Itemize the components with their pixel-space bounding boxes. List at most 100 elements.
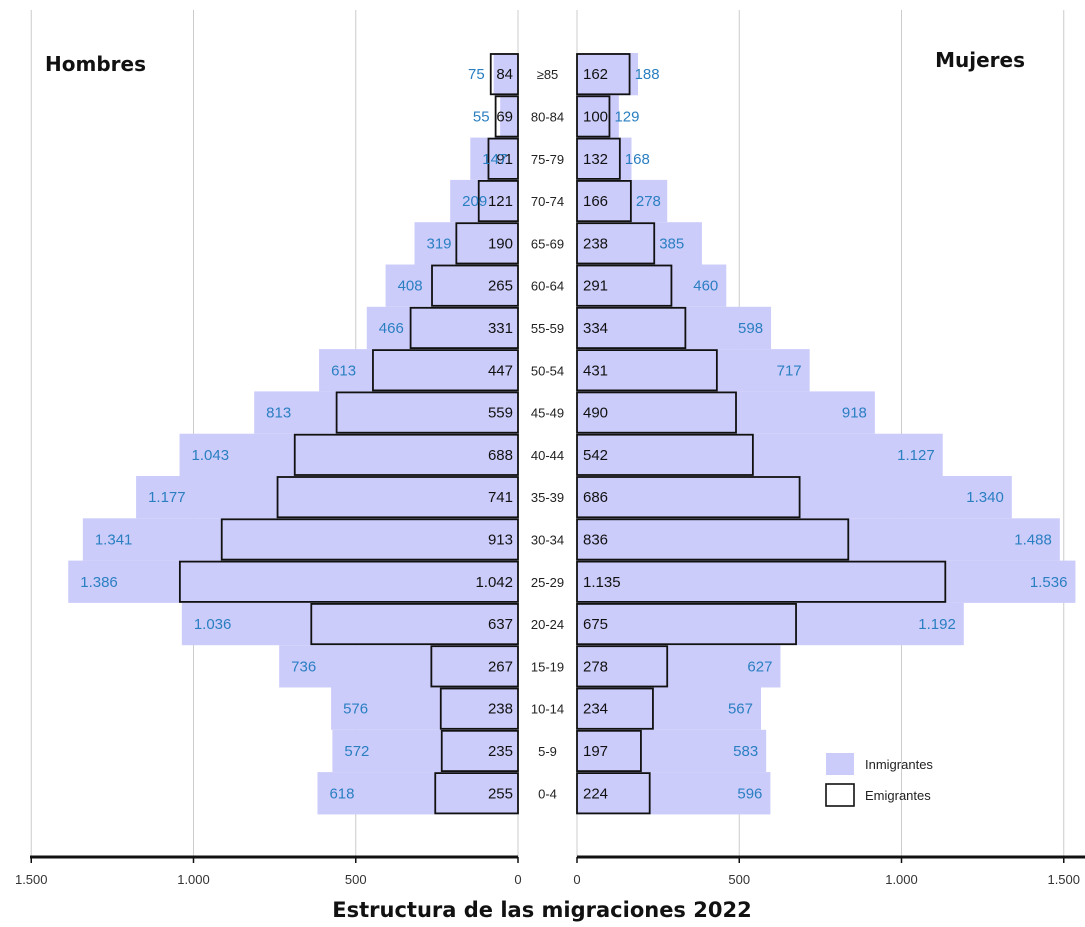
bar-mujeres-emigrantes bbox=[576, 137, 621, 180]
bar-hombres-emigrantes bbox=[434, 772, 519, 815]
label-mujeres-emigrantes: 686 bbox=[583, 489, 608, 506]
label-hombres-emigrantes: 741 bbox=[488, 489, 513, 506]
age-group-label: 10-14 bbox=[531, 702, 564, 717]
bar-hombres-inmigrantes bbox=[317, 772, 518, 815]
bar-mujeres-emigrantes bbox=[576, 476, 801, 519]
legend-swatch-emigrantes bbox=[825, 783, 855, 807]
age-group-label: 60-64 bbox=[531, 279, 564, 294]
bar-hombres-emigrantes bbox=[439, 687, 519, 730]
label-hombres-emigrantes: 69 bbox=[496, 108, 513, 125]
label-hombres-emigrantes: 265 bbox=[488, 278, 513, 295]
label-hombres-emigrantes: 447 bbox=[488, 362, 513, 379]
label-mujeres-inmigrantes: 188 bbox=[635, 66, 660, 83]
left-panel-label: Hombres bbox=[45, 52, 146, 76]
bar-mujeres-inmigrantes bbox=[577, 518, 1060, 561]
bar-hombres-emigrantes bbox=[489, 53, 519, 96]
label-mujeres-inmigrantes: 460 bbox=[693, 278, 718, 295]
age-group-label: 70-74 bbox=[531, 194, 564, 209]
label-hombres-emigrantes: 190 bbox=[488, 235, 513, 252]
label-hombres-inmigrantes: 1.341 bbox=[95, 531, 133, 548]
bar-hombres-emigrantes bbox=[494, 95, 519, 138]
label-hombres-emigrantes: 235 bbox=[488, 743, 513, 760]
bar-mujeres-inmigrantes bbox=[577, 476, 1012, 519]
bar-mujeres-inmigrantes bbox=[577, 264, 727, 307]
right-axis-tick-label: 1.500 bbox=[1047, 872, 1080, 887]
left-axis-tick-label: 1.000 bbox=[177, 872, 210, 887]
label-hombres-emigrantes: 688 bbox=[488, 447, 513, 464]
label-hombres-emigrantes: 84 bbox=[496, 66, 513, 83]
age-group-label: 20-24 bbox=[531, 617, 564, 632]
bar-hombres-inmigrantes bbox=[385, 264, 518, 307]
bar-mujeres-emigrantes bbox=[576, 772, 651, 815]
age-group-label: 35-39 bbox=[531, 490, 564, 505]
label-mujeres-emigrantes: 278 bbox=[583, 658, 608, 675]
label-mujeres-emigrantes: 836 bbox=[583, 531, 608, 548]
bar-hombres-inmigrantes bbox=[500, 95, 518, 138]
label-hombres-inmigrantes: 1.043 bbox=[192, 447, 230, 464]
label-mujeres-inmigrantes: 168 bbox=[625, 151, 650, 168]
right-axis-tick-label: 1.000 bbox=[885, 872, 918, 887]
bar-mujeres-inmigrantes bbox=[577, 222, 702, 265]
legend: Inmigrantes Emigrantes bbox=[825, 753, 933, 807]
label-mujeres-inmigrantes: 717 bbox=[777, 362, 802, 379]
left-axis-tick-label: 1.500 bbox=[15, 872, 48, 887]
label-hombres-inmigrantes: 319 bbox=[426, 235, 451, 252]
label-mujeres-inmigrantes: 627 bbox=[747, 658, 772, 675]
inmigrantes-bars bbox=[68, 53, 1076, 815]
label-mujeres-emigrantes: 224 bbox=[583, 785, 608, 802]
bar-hombres-inmigrantes bbox=[82, 518, 519, 561]
label-hombres-inmigrantes: 572 bbox=[344, 743, 369, 760]
label-hombres-inmigrantes: 209 bbox=[462, 193, 487, 210]
label-mujeres-emigrantes: 334 bbox=[583, 320, 608, 337]
legend-label-emigrantes: Emigrantes bbox=[865, 788, 931, 803]
bar-mujeres-inmigrantes bbox=[577, 306, 772, 350]
bar-hombres-emigrantes bbox=[372, 349, 519, 392]
bar-hombres-emigrantes bbox=[293, 433, 519, 476]
label-mujeres-inmigrantes: 1.488 bbox=[1014, 531, 1052, 548]
bar-mujeres-emigrantes bbox=[576, 729, 642, 772]
label-hombres-inmigrantes: 576 bbox=[343, 701, 368, 718]
label-mujeres-emigrantes: 238 bbox=[583, 235, 608, 252]
label-hombres-inmigrantes: 55 bbox=[473, 108, 490, 125]
bar-hombres-inmigrantes bbox=[68, 560, 519, 603]
bar-mujeres-inmigrantes bbox=[577, 95, 619, 138]
bar-mujeres-emigrantes bbox=[576, 560, 947, 603]
age-group-labels: ≥85 80-84 75-79 70-74 65-69 60-64 55-59 50-54 45… bbox=[531, 67, 564, 801]
left-axis-tick-label: 0 bbox=[514, 872, 521, 887]
bar-hombres-emigrantes bbox=[440, 729, 519, 772]
bar-hombres-inmigrantes bbox=[254, 391, 518, 434]
label-hombres-inmigrantes: 1.036 bbox=[194, 616, 232, 633]
right-axis-tick-label: 500 bbox=[728, 872, 750, 887]
bar-mujeres-emigrantes bbox=[576, 349, 718, 392]
label-hombres-emigrantes: 913 bbox=[488, 531, 513, 548]
gridlines bbox=[30, 10, 1065, 857]
label-mujeres-inmigrantes: 598 bbox=[738, 320, 763, 337]
legend-swatch-inmigrantes bbox=[826, 753, 854, 775]
label-mujeres-inmigrantes: 596 bbox=[737, 785, 762, 802]
bar-mujeres-emigrantes bbox=[576, 433, 754, 476]
label-hombres-inmigrantes: 736 bbox=[291, 658, 316, 675]
chart-title: Estructura de las migraciones 2022 bbox=[332, 898, 751, 922]
bar-hombres-emigrantes bbox=[431, 264, 519, 307]
bar-mujeres-emigrantes bbox=[576, 95, 611, 138]
bar-mujeres-emigrantes bbox=[576, 603, 797, 646]
age-group-label: 45-49 bbox=[531, 406, 564, 421]
age-group-label: ≥85 bbox=[537, 67, 559, 82]
bar-hombres-inmigrantes bbox=[470, 137, 518, 180]
bar-mujeres-inmigrantes bbox=[577, 53, 639, 96]
age-group-label: 75-79 bbox=[531, 152, 564, 167]
bar-hombres-inmigrantes bbox=[366, 306, 518, 350]
label-mujeres-emigrantes: 166 bbox=[583, 193, 608, 210]
label-mujeres-emigrantes: 542 bbox=[583, 447, 608, 464]
age-group-label: 50-54 bbox=[531, 363, 564, 378]
right-axis-tick-label: 0 bbox=[573, 872, 580, 887]
bar-mujeres-inmigrantes bbox=[577, 349, 810, 392]
label-mujeres-inmigrantes: 583 bbox=[733, 743, 758, 760]
label-mujeres-emigrantes: 490 bbox=[583, 405, 608, 422]
label-mujeres-emigrantes: 234 bbox=[583, 701, 608, 718]
label-hombres-emigrantes: 255 bbox=[488, 785, 513, 802]
age-group-label: 30-34 bbox=[531, 532, 564, 547]
age-group-label: 5-9 bbox=[538, 744, 557, 759]
